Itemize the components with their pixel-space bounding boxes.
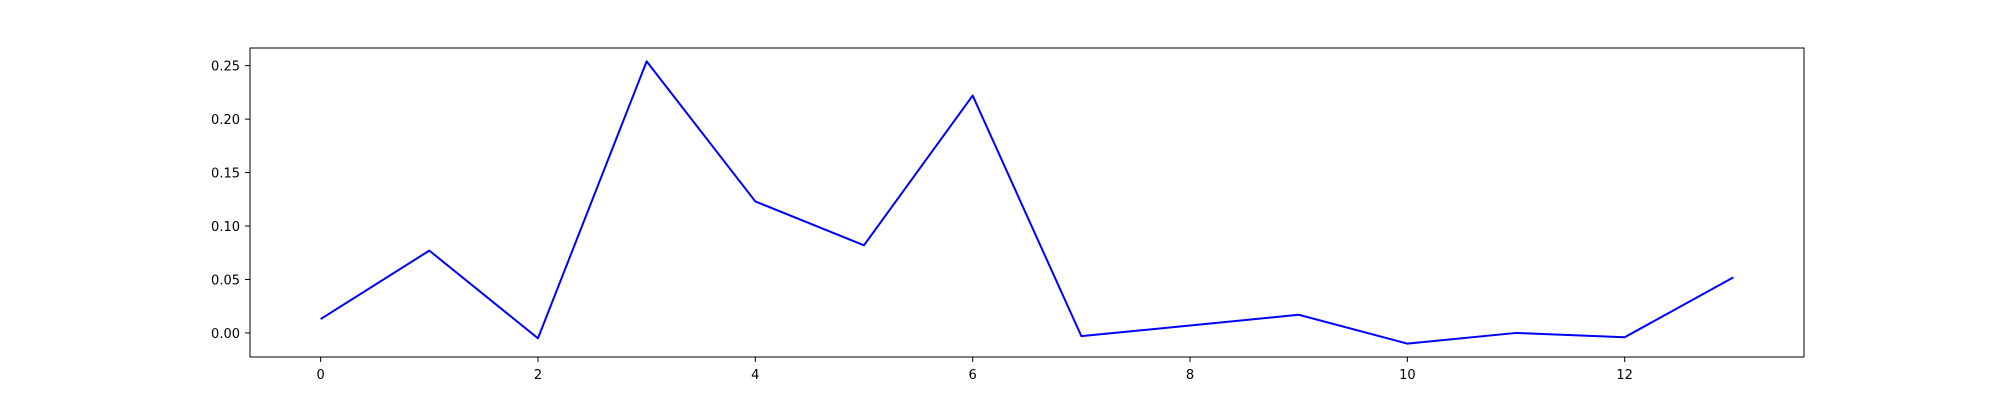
series-layer [320,60,1734,345]
series-line [320,60,1734,345]
x-tick-label: 4 [751,368,759,383]
y-tick-label: 0.05 [211,273,240,288]
x-tick-label: 2 [534,368,542,383]
y-tick-label: 0.25 [211,60,240,75]
x-tick-label: 6 [969,368,977,383]
x-axis-ticks: 0 2 4 6 8 10 12 [316,357,1633,383]
x-tick-label: 8 [1186,368,1194,383]
y-axis-ticks: 0.00 0.05 0.10 0.15 0.20 0.25 [211,60,250,342]
y-tick-label: 0.00 [211,327,240,342]
y-tick-label: 0.15 [211,167,240,182]
x-tick-label: 10 [1399,368,1416,383]
y-tick-label: 0.10 [211,220,240,235]
y-tick-label: 0.20 [211,113,240,128]
x-tick-label: 0 [316,368,324,383]
x-tick-label: 12 [1616,368,1633,383]
axes-frame [249,47,1805,358]
